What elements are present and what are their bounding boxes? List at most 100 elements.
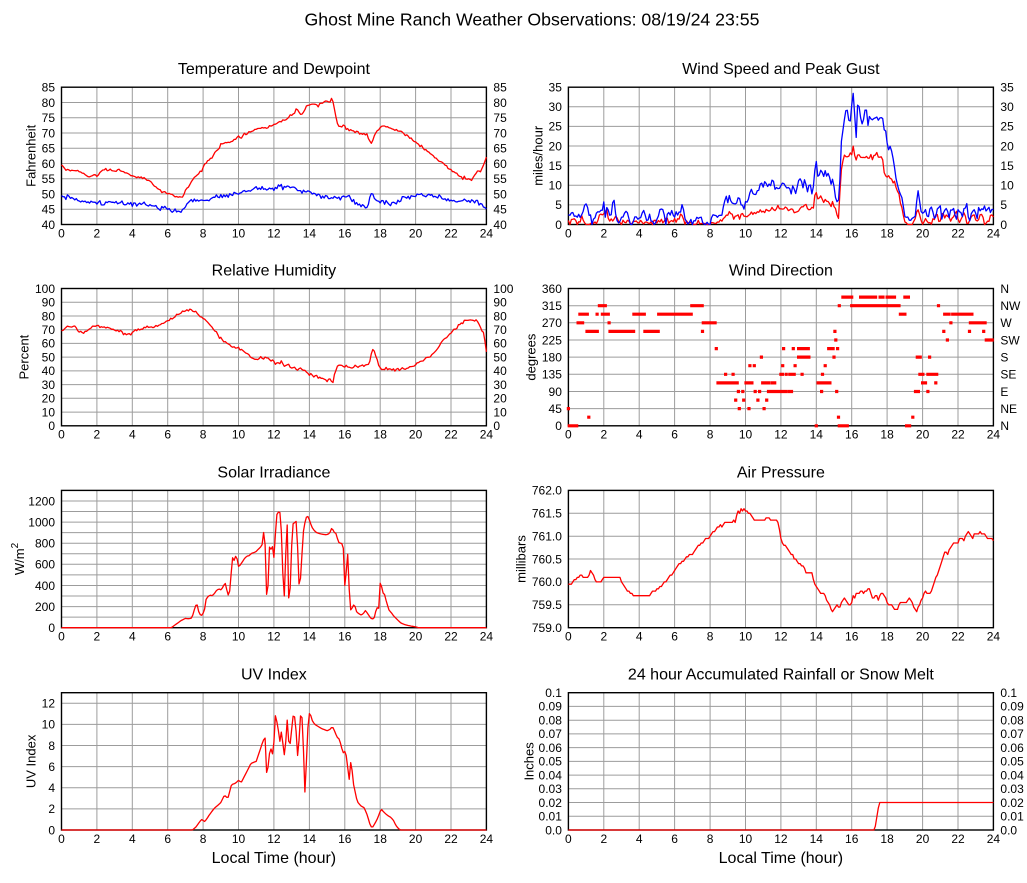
svg-text:270: 270 (542, 316, 562, 330)
svg-text:10: 10 (232, 226, 246, 240)
svg-text:0: 0 (555, 419, 562, 433)
svg-text:S: S (1000, 350, 1008, 364)
svg-text:0: 0 (58, 226, 65, 240)
svg-text:10: 10 (1000, 179, 1014, 193)
svg-text:0.02: 0.02 (539, 796, 563, 810)
svg-text:75: 75 (493, 111, 507, 125)
svg-text:W: W (1000, 316, 1012, 330)
svg-text:10: 10 (232, 630, 246, 644)
svg-text:Wind Direction: Wind Direction (729, 263, 833, 280)
svg-text:0.04: 0.04 (1000, 768, 1024, 782)
svg-text:360: 360 (542, 282, 562, 296)
svg-text:80: 80 (493, 309, 507, 323)
svg-text:22: 22 (444, 226, 458, 240)
svg-text:762.0: 762.0 (532, 484, 562, 498)
svg-text:16: 16 (338, 428, 352, 442)
svg-text:0: 0 (555, 218, 562, 232)
svg-text:6: 6 (671, 428, 678, 442)
svg-text:85: 85 (42, 81, 56, 95)
svg-text:6: 6 (164, 630, 171, 644)
svg-text:Wind Speed and Peak Gust: Wind Speed and Peak Gust (682, 61, 880, 78)
svg-text:6: 6 (164, 428, 171, 442)
svg-text:8: 8 (200, 630, 207, 644)
svg-text:14: 14 (810, 832, 824, 846)
svg-text:6: 6 (671, 226, 678, 240)
svg-text:Percent: Percent (17, 334, 32, 379)
svg-text:50: 50 (493, 350, 507, 364)
svg-text:18: 18 (880, 832, 894, 846)
svg-text:90: 90 (42, 296, 56, 310)
svg-text:16: 16 (845, 832, 859, 846)
svg-text:40: 40 (42, 364, 56, 378)
svg-text:0: 0 (565, 226, 572, 240)
svg-text:0: 0 (58, 630, 65, 644)
svg-text:Relative Humidity: Relative Humidity (212, 263, 336, 280)
svg-text:15: 15 (549, 159, 563, 173)
svg-text:14: 14 (810, 226, 824, 240)
svg-text:Local Time (hour): Local Time (hour) (212, 850, 337, 867)
svg-text:12: 12 (267, 832, 281, 846)
svg-text:761.0: 761.0 (532, 530, 562, 544)
svg-text:E: E (1000, 385, 1008, 399)
svg-text:20: 20 (409, 832, 423, 846)
svg-text:4: 4 (129, 226, 136, 240)
svg-text:0.06: 0.06 (1000, 741, 1024, 755)
svg-text:12: 12 (774, 226, 788, 240)
svg-text:0.05: 0.05 (539, 755, 563, 769)
svg-text:1200: 1200 (28, 494, 55, 508)
svg-text:0.09: 0.09 (539, 700, 563, 714)
svg-text:4: 4 (48, 781, 55, 795)
svg-text:30: 30 (42, 378, 56, 392)
svg-text:0.04: 0.04 (539, 768, 563, 782)
svg-text:70: 70 (493, 126, 507, 140)
svg-text:759.5: 759.5 (532, 598, 562, 612)
svg-text:0: 0 (565, 832, 572, 846)
svg-text:90: 90 (549, 385, 563, 399)
svg-text:135: 135 (542, 368, 562, 382)
svg-text:Fahrenheit: Fahrenheit (24, 124, 39, 187)
svg-text:0: 0 (58, 428, 65, 442)
svg-text:315: 315 (542, 299, 562, 313)
svg-text:UV Index: UV Index (241, 667, 307, 684)
svg-text:NE: NE (1000, 402, 1017, 416)
svg-text:14: 14 (810, 428, 824, 442)
svg-text:4: 4 (636, 226, 643, 240)
svg-text:0.1: 0.1 (1000, 686, 1017, 700)
svg-text:14: 14 (810, 630, 824, 644)
svg-text:0: 0 (565, 630, 572, 644)
svg-text:800: 800 (35, 537, 55, 551)
svg-text:2: 2 (94, 832, 101, 846)
svg-text:4: 4 (129, 428, 136, 442)
svg-text:45: 45 (493, 203, 507, 217)
svg-text:55: 55 (42, 172, 56, 186)
svg-text:4: 4 (636, 832, 643, 846)
svg-text:2: 2 (600, 226, 607, 240)
svg-text:millibars: millibars (514, 535, 529, 583)
svg-text:0.05: 0.05 (1000, 755, 1024, 769)
svg-text:5: 5 (555, 198, 562, 212)
svg-text:8: 8 (707, 428, 714, 442)
svg-text:0: 0 (565, 428, 572, 442)
svg-text:20: 20 (493, 392, 507, 406)
svg-text:8: 8 (48, 739, 55, 753)
svg-text:0.07: 0.07 (1000, 727, 1024, 741)
svg-text:8: 8 (200, 226, 207, 240)
svg-text:10: 10 (739, 428, 753, 442)
svg-text:10: 10 (232, 428, 246, 442)
svg-text:0.08: 0.08 (539, 714, 563, 728)
svg-text:60: 60 (42, 157, 56, 171)
svg-text:22: 22 (444, 630, 458, 644)
svg-text:miles/hour: miles/hour (530, 125, 545, 186)
svg-text:0.0: 0.0 (1000, 823, 1017, 837)
svg-text:10: 10 (232, 832, 246, 846)
svg-text:6: 6 (164, 226, 171, 240)
svg-text:200: 200 (35, 600, 55, 614)
svg-text:16: 16 (845, 630, 859, 644)
svg-text:20: 20 (1000, 139, 1014, 153)
svg-text:24: 24 (987, 226, 1001, 240)
svg-text:2: 2 (94, 428, 101, 442)
svg-text:25: 25 (549, 120, 563, 134)
svg-text:8: 8 (200, 428, 207, 442)
svg-text:SE: SE (1000, 368, 1016, 382)
svg-text:18: 18 (374, 428, 388, 442)
